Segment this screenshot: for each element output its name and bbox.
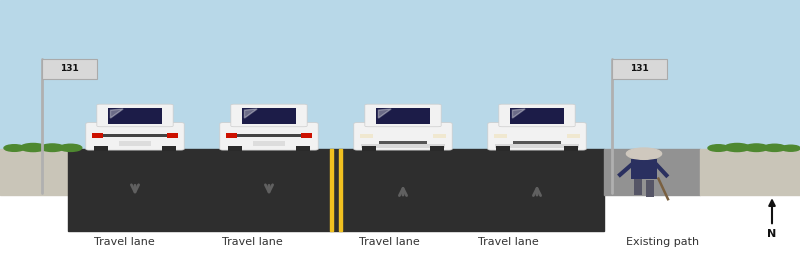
Bar (700, 149, 800, 195)
Bar (301, 133, 312, 138)
Bar (296, 146, 310, 151)
Bar (567, 134, 580, 138)
FancyBboxPatch shape (97, 104, 173, 127)
Bar (0, 149, 68, 195)
Polygon shape (513, 109, 525, 118)
Bar (564, 146, 578, 151)
Bar (330, 149, 333, 231)
Text: 131: 131 (630, 64, 649, 73)
Circle shape (763, 144, 786, 151)
Bar (226, 133, 238, 138)
Bar (496, 146, 510, 151)
Circle shape (626, 148, 662, 159)
Bar (376, 108, 430, 124)
Bar (360, 134, 373, 138)
Text: 131: 131 (60, 64, 78, 73)
Text: N: N (767, 229, 777, 239)
Bar (103, 134, 166, 137)
Text: Travel lane: Travel lane (94, 237, 154, 246)
Bar (238, 134, 301, 137)
FancyBboxPatch shape (612, 59, 667, 79)
Bar (513, 141, 561, 145)
Circle shape (4, 145, 25, 151)
Bar (253, 141, 285, 146)
Polygon shape (245, 109, 257, 118)
Bar (379, 141, 427, 145)
Bar (362, 146, 376, 151)
Bar (228, 146, 242, 151)
Polygon shape (110, 109, 123, 118)
Text: Travel lane: Travel lane (359, 237, 420, 246)
Bar (634, 179, 642, 195)
Text: Travel lane: Travel lane (222, 237, 282, 246)
Bar (0, 226, 800, 257)
Circle shape (59, 144, 82, 151)
Bar (0, 195, 800, 257)
Bar (162, 146, 176, 151)
Bar (68, 149, 604, 231)
FancyBboxPatch shape (499, 104, 575, 127)
Bar (510, 108, 564, 124)
FancyBboxPatch shape (42, 59, 97, 79)
Bar (166, 133, 178, 138)
Circle shape (708, 145, 729, 151)
Bar (433, 134, 446, 138)
Bar (108, 108, 162, 124)
Bar (339, 149, 342, 231)
FancyBboxPatch shape (354, 123, 452, 150)
FancyBboxPatch shape (231, 104, 307, 127)
Bar (631, 159, 657, 179)
Circle shape (21, 143, 46, 152)
Circle shape (782, 145, 800, 151)
Bar (646, 180, 654, 197)
FancyBboxPatch shape (488, 123, 586, 150)
Text: Travel lane: Travel lane (478, 237, 538, 246)
Text: Existing path: Existing path (626, 237, 699, 246)
FancyBboxPatch shape (86, 123, 184, 150)
FancyBboxPatch shape (220, 123, 318, 150)
Circle shape (41, 144, 64, 151)
Bar (604, 149, 700, 195)
Bar (361, 144, 445, 148)
Circle shape (725, 143, 750, 152)
Bar (430, 146, 444, 151)
Circle shape (745, 144, 768, 151)
FancyBboxPatch shape (365, 104, 441, 127)
Bar (0, 0, 800, 149)
Bar (92, 133, 103, 138)
Polygon shape (378, 109, 391, 118)
Bar (495, 144, 579, 148)
Bar (242, 108, 296, 124)
Bar (119, 141, 151, 146)
Bar (94, 146, 108, 151)
Bar (494, 134, 507, 138)
